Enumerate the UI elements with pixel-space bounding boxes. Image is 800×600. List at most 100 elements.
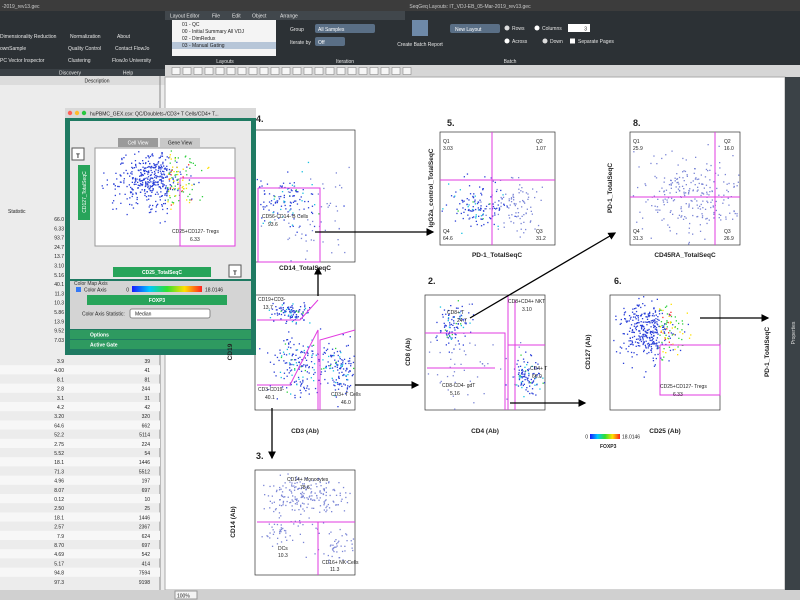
- label: 24.7: [54, 245, 64, 251]
- cell-dot: [311, 523, 314, 526]
- cell-dot: [472, 196, 474, 198]
- cell-dot: [527, 390, 529, 393]
- cell-dot: [649, 339, 651, 342]
- color-axis-checkbox[interactable]: [76, 287, 81, 292]
- batch-icon[interactable]: [412, 20, 428, 36]
- cell-dot: [688, 241, 690, 244]
- cell-dot: [516, 230, 518, 232]
- cell-dot: [142, 174, 144, 176]
- label: Clustering: [68, 58, 91, 64]
- cell-dot: [646, 337, 648, 339]
- cell-dot: [652, 313, 654, 315]
- zoom[interactable]: [81, 110, 87, 116]
- cell-dot: [643, 326, 645, 328]
- label: 7.9: [57, 534, 64, 540]
- arrow: [469, 232, 617, 319]
- cell-dot: [519, 365, 522, 367]
- cell-dot: [281, 491, 284, 493]
- t-button[interactable]: [71, 147, 85, 161]
- cell-dot: [160, 168, 162, 170]
- label: Q2: [724, 139, 731, 145]
- cell-dot: [668, 360, 670, 362]
- cell-dot: [536, 374, 539, 376]
- cell-dot: [335, 364, 338, 366]
- x-param-button[interactable]: [113, 267, 211, 277]
- cell-dot: [339, 492, 341, 494]
- cell-dot: [139, 175, 141, 177]
- gate-plot-dots: [101, 150, 210, 224]
- cell-dot: [133, 167, 135, 169]
- cell-dot: [276, 523, 279, 526]
- cell-dot: [528, 380, 530, 383]
- cell-dot: [531, 392, 533, 394]
- cell-dot: [461, 305, 463, 308]
- cell-dot: [159, 176, 161, 178]
- tool-icon: [182, 67, 192, 75]
- cell-dot: [297, 316, 299, 318]
- group-select[interactable]: [315, 24, 375, 33]
- columns-radio[interactable]: [534, 25, 540, 31]
- cell-dot: [337, 541, 339, 544]
- ribbon: [0, 11, 800, 69]
- tab[interactable]: [160, 138, 200, 147]
- color-param-button[interactable]: [87, 295, 227, 305]
- cell-dot: [668, 313, 670, 315]
- cell-dot: [668, 335, 670, 337]
- separate-checkbox[interactable]: [570, 38, 575, 44]
- cell-dot: [661, 341, 663, 344]
- cell-dot: [307, 487, 309, 489]
- cell-dot: [132, 178, 134, 180]
- cell-dot: [301, 382, 303, 385]
- iterate-select[interactable]: [315, 37, 345, 46]
- cell-dot: [300, 392, 302, 394]
- label: 1.07: [536, 146, 546, 152]
- cell-dot: [138, 162, 140, 164]
- rows-radio[interactable]: [504, 25, 510, 31]
- cell-dot: [166, 169, 168, 172]
- cell-dot: [294, 397, 296, 399]
- down-radio[interactable]: [542, 38, 548, 44]
- cell-dot: [632, 344, 634, 346]
- cell-dot: [451, 337, 453, 339]
- cell-dot: [484, 208, 486, 210]
- t-button[interactable]: [228, 264, 242, 278]
- cell-dot: [493, 207, 495, 209]
- options-bar[interactable]: [70, 330, 251, 339]
- cell-dot: [448, 314, 450, 316]
- label: Color Map Axis: [74, 281, 108, 287]
- active-gate-bar[interactable]: [70, 340, 251, 349]
- columns-input[interactable]: [568, 24, 590, 32]
- cell-dot: [325, 349, 328, 352]
- cell-dot: [285, 208, 287, 210]
- close[interactable]: [67, 110, 73, 116]
- new-layout-select[interactable]: [450, 24, 500, 33]
- cell-dot: [305, 477, 307, 480]
- tab[interactable]: [118, 138, 158, 147]
- cell-dot: [335, 362, 337, 364]
- cell-dot: [260, 180, 262, 182]
- cell-dot: [164, 159, 167, 161]
- y-param-button[interactable]: [78, 165, 90, 220]
- cell-dot: [172, 178, 174, 181]
- minimize[interactable]: [74, 110, 80, 116]
- cell-dot: [128, 184, 130, 186]
- cell-dot: [340, 383, 342, 385]
- cell-dot: [643, 341, 645, 343]
- cell-dot: [452, 395, 454, 397]
- cell-dot: [688, 337, 691, 339]
- statistic-select[interactable]: [129, 308, 211, 319]
- cell-dot: [154, 166, 156, 169]
- cell-dot: [637, 317, 639, 319]
- zoom-select[interactable]: [174, 590, 198, 600]
- across-radio[interactable]: [504, 38, 510, 44]
- cell-dot: [701, 192, 703, 194]
- cell-dot: [165, 185, 167, 187]
- label: Q4: [443, 229, 450, 235]
- cell-dot: [632, 195, 635, 197]
- cell-dot: [349, 360, 351, 362]
- cell-dot: [325, 487, 327, 489]
- cell-dot: [164, 194, 166, 196]
- cell-dot: [692, 214, 694, 217]
- cell-dot: [682, 333, 684, 335]
- cell-dot: [294, 520, 296, 522]
